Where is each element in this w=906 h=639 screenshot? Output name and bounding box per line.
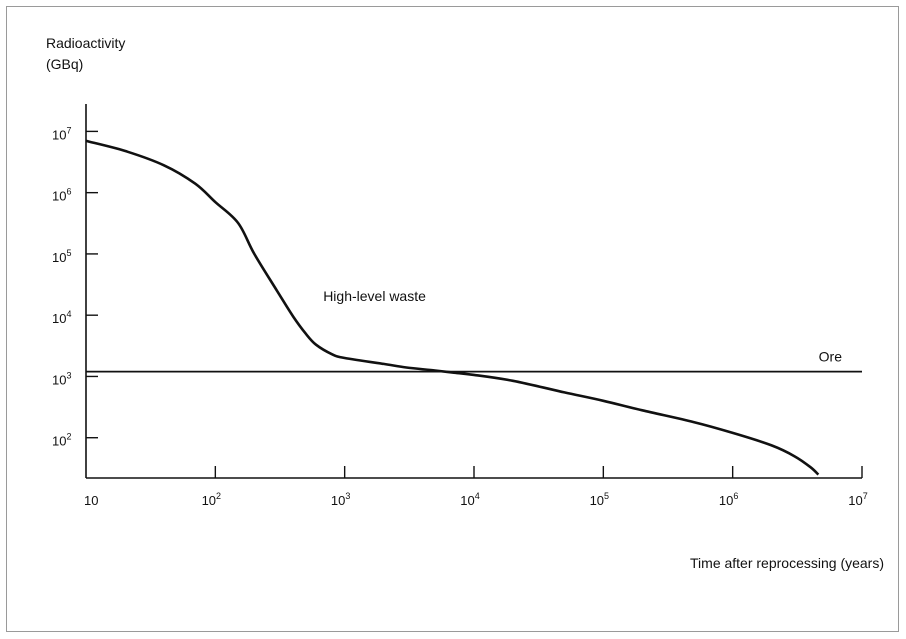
chart-frame [6, 6, 899, 632]
y-tick-label-exponent: 7 [66, 125, 71, 135]
series-line-high-level-waste [85, 139, 820, 476]
x-tick-label-base: 10 [331, 493, 345, 508]
y-tick-label-exponent: 5 [66, 248, 71, 258]
x-tick-label-base: 10 [719, 493, 733, 508]
x-tick-label: 104 [460, 491, 479, 508]
x-tick-label-exponent: 4 [475, 491, 480, 501]
x-tick-label-base: 10 [590, 493, 604, 508]
series-lines [85, 139, 862, 476]
y-tick-label: 102 [52, 432, 71, 449]
y-tick-label-exponent: 3 [66, 370, 71, 380]
x-tick-label: 10 [84, 493, 98, 508]
y-tick-label-base: 10 [52, 311, 66, 326]
series-annotations: High-level waste Ore [323, 288, 842, 364]
y-tick-label-base: 10 [52, 434, 66, 449]
annotation-label: Ore [819, 349, 843, 365]
y-tick-label-exponent: 4 [66, 309, 71, 319]
x-ticks: 10 102 103 104 105 106 107 [84, 466, 868, 508]
x-tick-label: 106 [719, 491, 738, 508]
y-tick-label-base: 10 [52, 250, 66, 265]
x-tick-label-base: 10 [202, 493, 216, 508]
y-tick-label: 103 [52, 370, 71, 387]
y-tick-label: 105 [52, 248, 71, 265]
y-tick-label-base: 10 [52, 189, 66, 204]
y-tick-label: 107 [52, 125, 71, 142]
x-tick-label: 107 [848, 491, 867, 508]
y-axis-label-line2: (GBq) [46, 56, 83, 72]
x-tick-label-exponent: 6 [733, 491, 738, 501]
y-tick-label-base: 10 [52, 372, 66, 387]
y-tick-label-exponent: 6 [66, 187, 71, 197]
x-tick-label-base: 10 [460, 493, 474, 508]
x-tick-label-exponent: 5 [604, 491, 609, 501]
y-tick-label: 104 [52, 309, 71, 326]
x-tick-label-exponent: 2 [216, 491, 221, 501]
y-axis-label-line1: Radioactivity [46, 35, 125, 51]
x-tick-label: 102 [202, 491, 221, 508]
x-tick-label-exponent: 3 [345, 491, 350, 501]
x-tick-label-exponent: 7 [863, 491, 868, 501]
x-tick-label-base: 10 [84, 493, 98, 508]
x-axis-label: Time after reprocessing (years) [690, 555, 884, 571]
x-tick-label: 105 [590, 491, 609, 508]
x-tick-label-base: 10 [848, 493, 862, 508]
x-tick-label: 103 [331, 491, 350, 508]
annotation-label: High-level waste [323, 288, 426, 304]
y-tick-label: 106 [52, 187, 71, 204]
y-tick-label-base: 10 [52, 127, 66, 142]
y-tick-label-exponent: 2 [66, 432, 71, 442]
